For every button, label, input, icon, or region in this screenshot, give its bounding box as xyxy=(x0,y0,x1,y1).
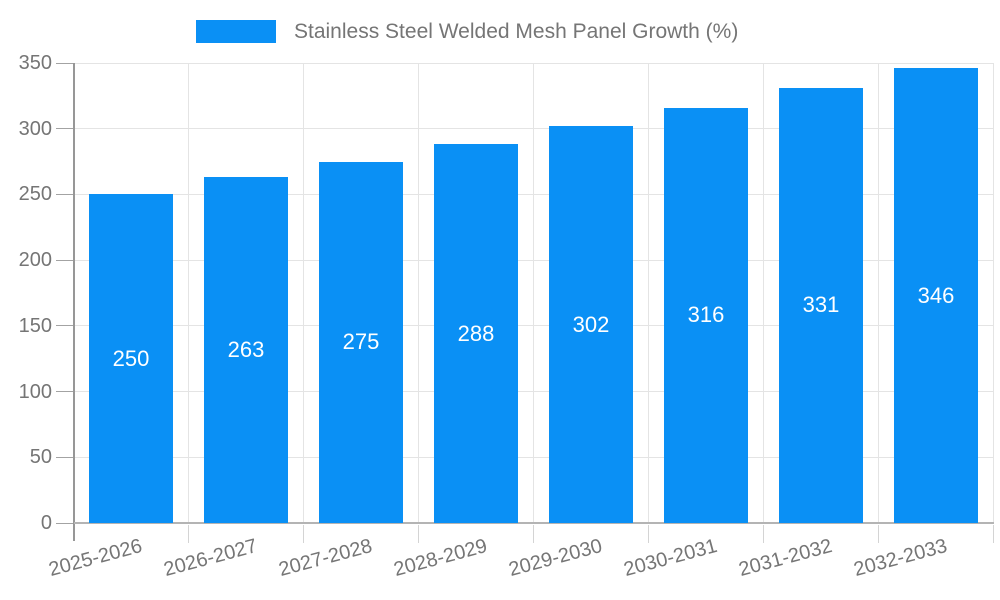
y-axis-tick xyxy=(55,391,73,393)
bar-value-label: 250 xyxy=(112,345,150,371)
bar[interactable]: 250 xyxy=(89,194,173,523)
x-axis-category-label: 2032-2033 xyxy=(851,534,950,581)
x-axis-category-label: 2031-2032 xyxy=(736,534,835,581)
bar-value-label: 263 xyxy=(227,337,265,363)
y-axis-tick-label: 0 xyxy=(40,512,52,534)
x-axis-tick xyxy=(648,525,649,543)
horizontal-gridline xyxy=(73,391,994,393)
x-axis-category-label: 2028-2029 xyxy=(391,534,490,581)
y-axis-line xyxy=(72,63,75,541)
y-axis-tick-label: 250 xyxy=(18,183,52,206)
y-axis-tick xyxy=(55,522,73,524)
vertical-gridline xyxy=(303,63,304,523)
x-axis-category-label: 2029-2030 xyxy=(506,534,605,581)
bar[interactable]: 263 xyxy=(204,177,288,523)
y-axis-tick-label: 50 xyxy=(29,446,52,469)
bar[interactable]: 288 xyxy=(434,144,518,523)
horizontal-gridline xyxy=(73,259,994,261)
x-axis-tick xyxy=(533,525,534,543)
bar[interactable]: 346 xyxy=(894,68,978,523)
legend-item[interactable]: Stainless Steel Welded Mesh Panel Growth… xyxy=(196,18,738,45)
bar[interactable]: 331 xyxy=(779,87,863,523)
x-axis-category-label: 2025-2026 xyxy=(46,534,145,581)
x-axis-line xyxy=(73,522,994,524)
x-axis-category-label: 2027-2028 xyxy=(276,534,375,581)
x-axis-category-label: 2030-2031 xyxy=(621,534,720,581)
bar-value-label: 331 xyxy=(802,292,840,318)
bar[interactable]: 302 xyxy=(549,126,633,523)
y-axis-tick xyxy=(55,193,73,195)
y-axis-tick-label: 300 xyxy=(18,117,52,140)
x-axis-tick xyxy=(188,525,189,543)
y-axis-tick-label: 150 xyxy=(18,314,52,337)
vertical-gridline xyxy=(418,63,419,523)
legend-swatch-icon xyxy=(196,20,276,43)
x-axis-tick xyxy=(418,525,419,543)
bar-value-label: 346 xyxy=(917,282,955,308)
vertical-gridline xyxy=(533,63,534,523)
y-axis-tick xyxy=(55,325,73,327)
horizontal-gridline xyxy=(73,128,994,130)
x-axis-category-label: 2026-2027 xyxy=(161,534,260,581)
y-axis-tick xyxy=(55,456,73,458)
x-axis-tick xyxy=(763,525,764,543)
vertical-gridline xyxy=(648,63,649,523)
vertical-gridline xyxy=(878,63,879,523)
y-axis-tick xyxy=(55,259,73,261)
x-axis-tick xyxy=(878,525,879,543)
horizontal-gridline xyxy=(73,325,994,327)
bar-value-label: 316 xyxy=(687,302,725,328)
horizontal-gridline xyxy=(73,193,994,195)
y-axis-tick-label: 200 xyxy=(18,249,52,272)
bar-value-label: 288 xyxy=(457,320,495,346)
legend-label: Stainless Steel Welded Mesh Panel Growth… xyxy=(294,20,739,43)
vertical-gridline xyxy=(188,63,189,523)
bar[interactable]: 275 xyxy=(319,161,403,523)
vertical-gridline xyxy=(763,63,764,523)
bar[interactable]: 316 xyxy=(664,107,748,523)
y-axis-tick xyxy=(55,128,73,130)
vertical-gridline xyxy=(993,63,994,523)
x-axis-tick xyxy=(303,525,304,543)
bar-value-label: 302 xyxy=(572,311,610,337)
y-axis-tick-label: 100 xyxy=(18,380,52,403)
horizontal-gridline xyxy=(73,62,994,64)
x-axis-tick xyxy=(993,525,994,543)
horizontal-gridline xyxy=(73,456,994,458)
bar-value-label: 275 xyxy=(342,329,380,355)
y-axis-tick-label: 350 xyxy=(18,52,52,74)
y-axis-tick xyxy=(55,62,73,64)
